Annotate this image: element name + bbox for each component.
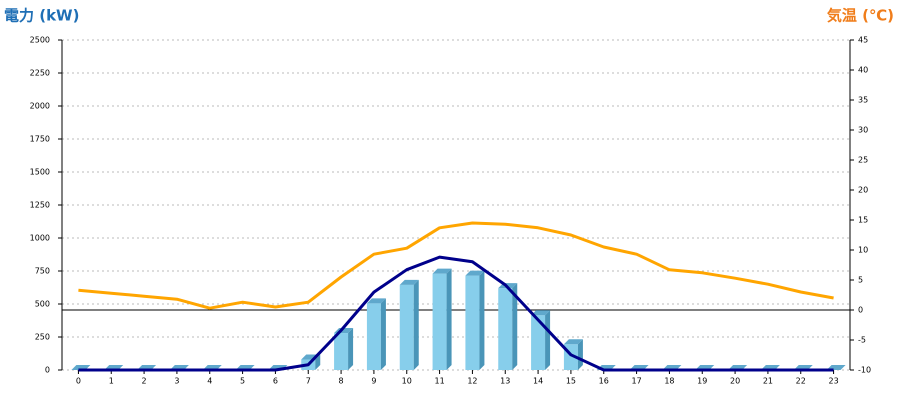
y-tick-label: 2250 xyxy=(30,69,50,78)
bar-front xyxy=(465,275,480,370)
bar-front xyxy=(399,284,414,370)
y2-tick-label: 40 xyxy=(858,66,868,75)
y-tick-label: 750 xyxy=(35,267,50,276)
y-tick-label: 2000 xyxy=(30,102,50,111)
y2-tick-label: -10 xyxy=(858,366,871,375)
y2-tick-label: 35 xyxy=(858,96,868,105)
y2-tick-label: 5 xyxy=(858,276,863,285)
y-tick-label: 500 xyxy=(35,300,50,309)
bar-side xyxy=(545,310,551,370)
y-tick-label: 1250 xyxy=(30,201,50,210)
x-tick-label: 11 xyxy=(434,377,444,386)
bar-side xyxy=(348,328,354,370)
x-tick-label: 1 xyxy=(109,377,114,386)
bar-front xyxy=(432,273,447,370)
x-tick-label: 2 xyxy=(142,377,147,386)
x-tick-label: 10 xyxy=(402,377,412,386)
x-tick-label: 20 xyxy=(730,377,740,386)
bar-top xyxy=(465,270,485,276)
x-tick-label: 8 xyxy=(339,377,344,386)
y-tick-label: 1000 xyxy=(30,234,50,243)
bar-top xyxy=(531,310,551,316)
x-tick-label: 17 xyxy=(631,377,641,386)
x-tick-label: 21 xyxy=(763,377,773,386)
x-tick-label: 4 xyxy=(207,377,212,386)
y-tick-label: 1500 xyxy=(30,168,50,177)
y2-tick-label: 30 xyxy=(858,126,868,135)
x-tick-label: 9 xyxy=(371,377,376,386)
y2-tick-label: 45 xyxy=(858,36,868,45)
line xyxy=(78,255,834,372)
x-tick-label: 16 xyxy=(599,377,609,386)
y-tick-label: 0 xyxy=(45,366,50,375)
x-tick-label: 3 xyxy=(174,377,179,386)
y2-tick-label: 15 xyxy=(858,216,868,225)
bar-front xyxy=(498,288,513,370)
bar-front xyxy=(366,303,381,370)
bar-side xyxy=(315,354,321,370)
y-axis-title: 電力 (kW) xyxy=(4,7,79,25)
line xyxy=(78,221,834,310)
y2-tick-label: 0 xyxy=(858,306,863,315)
x-tick-label: 0 xyxy=(76,377,81,386)
y2-tick-label: 20 xyxy=(858,186,868,195)
bar-side xyxy=(413,279,419,370)
bar-side xyxy=(446,268,452,370)
bar-side xyxy=(380,298,386,370)
y-tick-label: 2500 xyxy=(30,36,50,45)
x-tick-label: 6 xyxy=(273,377,278,386)
bar-side xyxy=(577,339,583,370)
y2-axis-title: 気温 (℃) xyxy=(827,7,894,25)
x-tick-label: 13 xyxy=(500,377,510,386)
x-tick-label: 5 xyxy=(240,377,245,386)
bar-side xyxy=(479,270,485,370)
bar-side xyxy=(512,283,518,370)
x-tick-label: 19 xyxy=(697,377,707,386)
bar-front xyxy=(334,333,349,370)
bar-top xyxy=(399,279,419,285)
y-tick-label: 1750 xyxy=(30,135,50,144)
bar-top xyxy=(432,268,452,274)
bar-top xyxy=(366,298,386,304)
x-tick-label: 12 xyxy=(467,377,477,386)
x-tick-label: 7 xyxy=(306,377,311,386)
x-tick-label: 14 xyxy=(533,377,543,386)
bar-front xyxy=(531,315,546,370)
y2-tick-label: 25 xyxy=(858,156,868,165)
x-tick-label: 18 xyxy=(664,377,674,386)
y2-tick-label: 10 xyxy=(858,246,868,255)
y-tick-label: 250 xyxy=(35,333,50,342)
y2-tick-label: -5 xyxy=(858,336,866,345)
bar-top xyxy=(563,339,583,345)
x-tick-label: 22 xyxy=(796,377,806,386)
x-tick-label: 23 xyxy=(828,377,838,386)
x-tick-label: 15 xyxy=(566,377,576,386)
